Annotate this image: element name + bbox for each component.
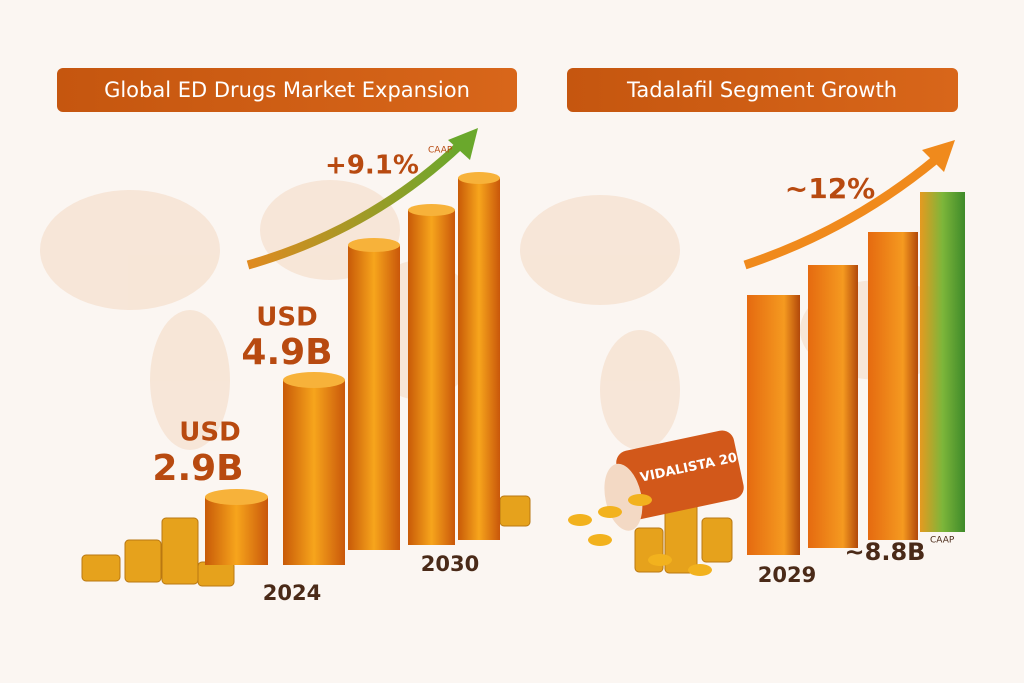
right-bars xyxy=(747,192,965,555)
panel-title: Tadalafil Segment Growth xyxy=(626,78,897,102)
title-pill xyxy=(57,68,517,112)
panel-title: Global ED Drugs Market Expansion xyxy=(104,78,470,102)
growth-arrow xyxy=(743,156,938,270)
year-label: 2024 xyxy=(263,581,321,605)
arrow-head xyxy=(922,140,955,172)
growth-note: CAAP xyxy=(428,146,453,156)
pill-bottle: VIDALISTA 20 xyxy=(568,430,744,576)
value-unit: USD xyxy=(179,418,240,448)
year-label: 2029 xyxy=(758,563,816,587)
growth-label: ~12% xyxy=(785,172,875,205)
growth-arrow xyxy=(246,141,464,270)
coins xyxy=(81,495,733,587)
value-label: 2.9B xyxy=(152,448,243,489)
left-bars xyxy=(205,172,500,565)
value-unit: USD xyxy=(256,303,317,333)
value-label: ~8.8B xyxy=(845,538,926,566)
value-note: CAAP xyxy=(930,536,955,546)
value-label: 4.9B xyxy=(241,332,332,373)
title-pill xyxy=(567,68,958,112)
year-label: 2030 xyxy=(421,552,479,576)
arrow-head xyxy=(448,128,478,160)
growth-label: +9.1% xyxy=(325,151,419,181)
